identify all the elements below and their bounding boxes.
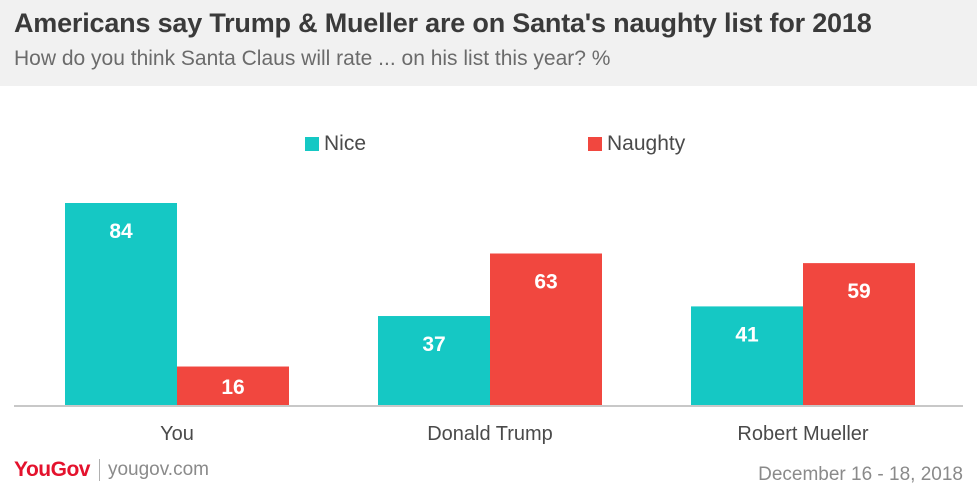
footer-site: yougov.com [107,459,209,480]
data-label-naughty-0: 16 [221,376,244,399]
data-label-nice-1: 37 [422,333,445,356]
bar-naughty-1 [490,253,602,405]
chart-subtitle: How do you think Santa Claus will rate .… [14,47,611,70]
legend-swatch-naughty [588,137,602,151]
legend-label-naughty: Naughty [607,132,686,155]
category-label-0: You [160,423,194,445]
data-label-nice-2: 41 [735,323,759,346]
bar-naughty-0 [177,366,289,405]
data-label-naughty-1: 63 [534,271,557,294]
legend-item-nice: Nice [305,130,366,158]
legend-item-naughty: Naughty [588,130,685,158]
chart-header: Americans say Trump & Mueller are on San… [0,0,977,86]
bar-naughty-2 [803,263,915,405]
footer-divider [98,459,100,481]
data-label-nice-0: 84 [109,220,133,243]
legend-label-nice: Nice [324,132,367,155]
bar-nice-0 [65,203,177,405]
bar-nice-2 [691,306,803,405]
footer-logo: YouGov yougov.com [14,458,209,482]
data-label-naughty-2: 59 [847,280,870,303]
footer-date: December 16 - 18, 2018 [758,464,963,485]
bar-nice-1 [378,316,490,405]
category-label-2: Robert Mueller [737,423,869,445]
chart-title: Americans say Trump & Mueller are on San… [14,8,872,38]
category-label-1: Donald Trump [427,423,553,445]
yougov-logo: YouGov [14,458,90,481]
legend-swatch-nice [305,137,319,151]
